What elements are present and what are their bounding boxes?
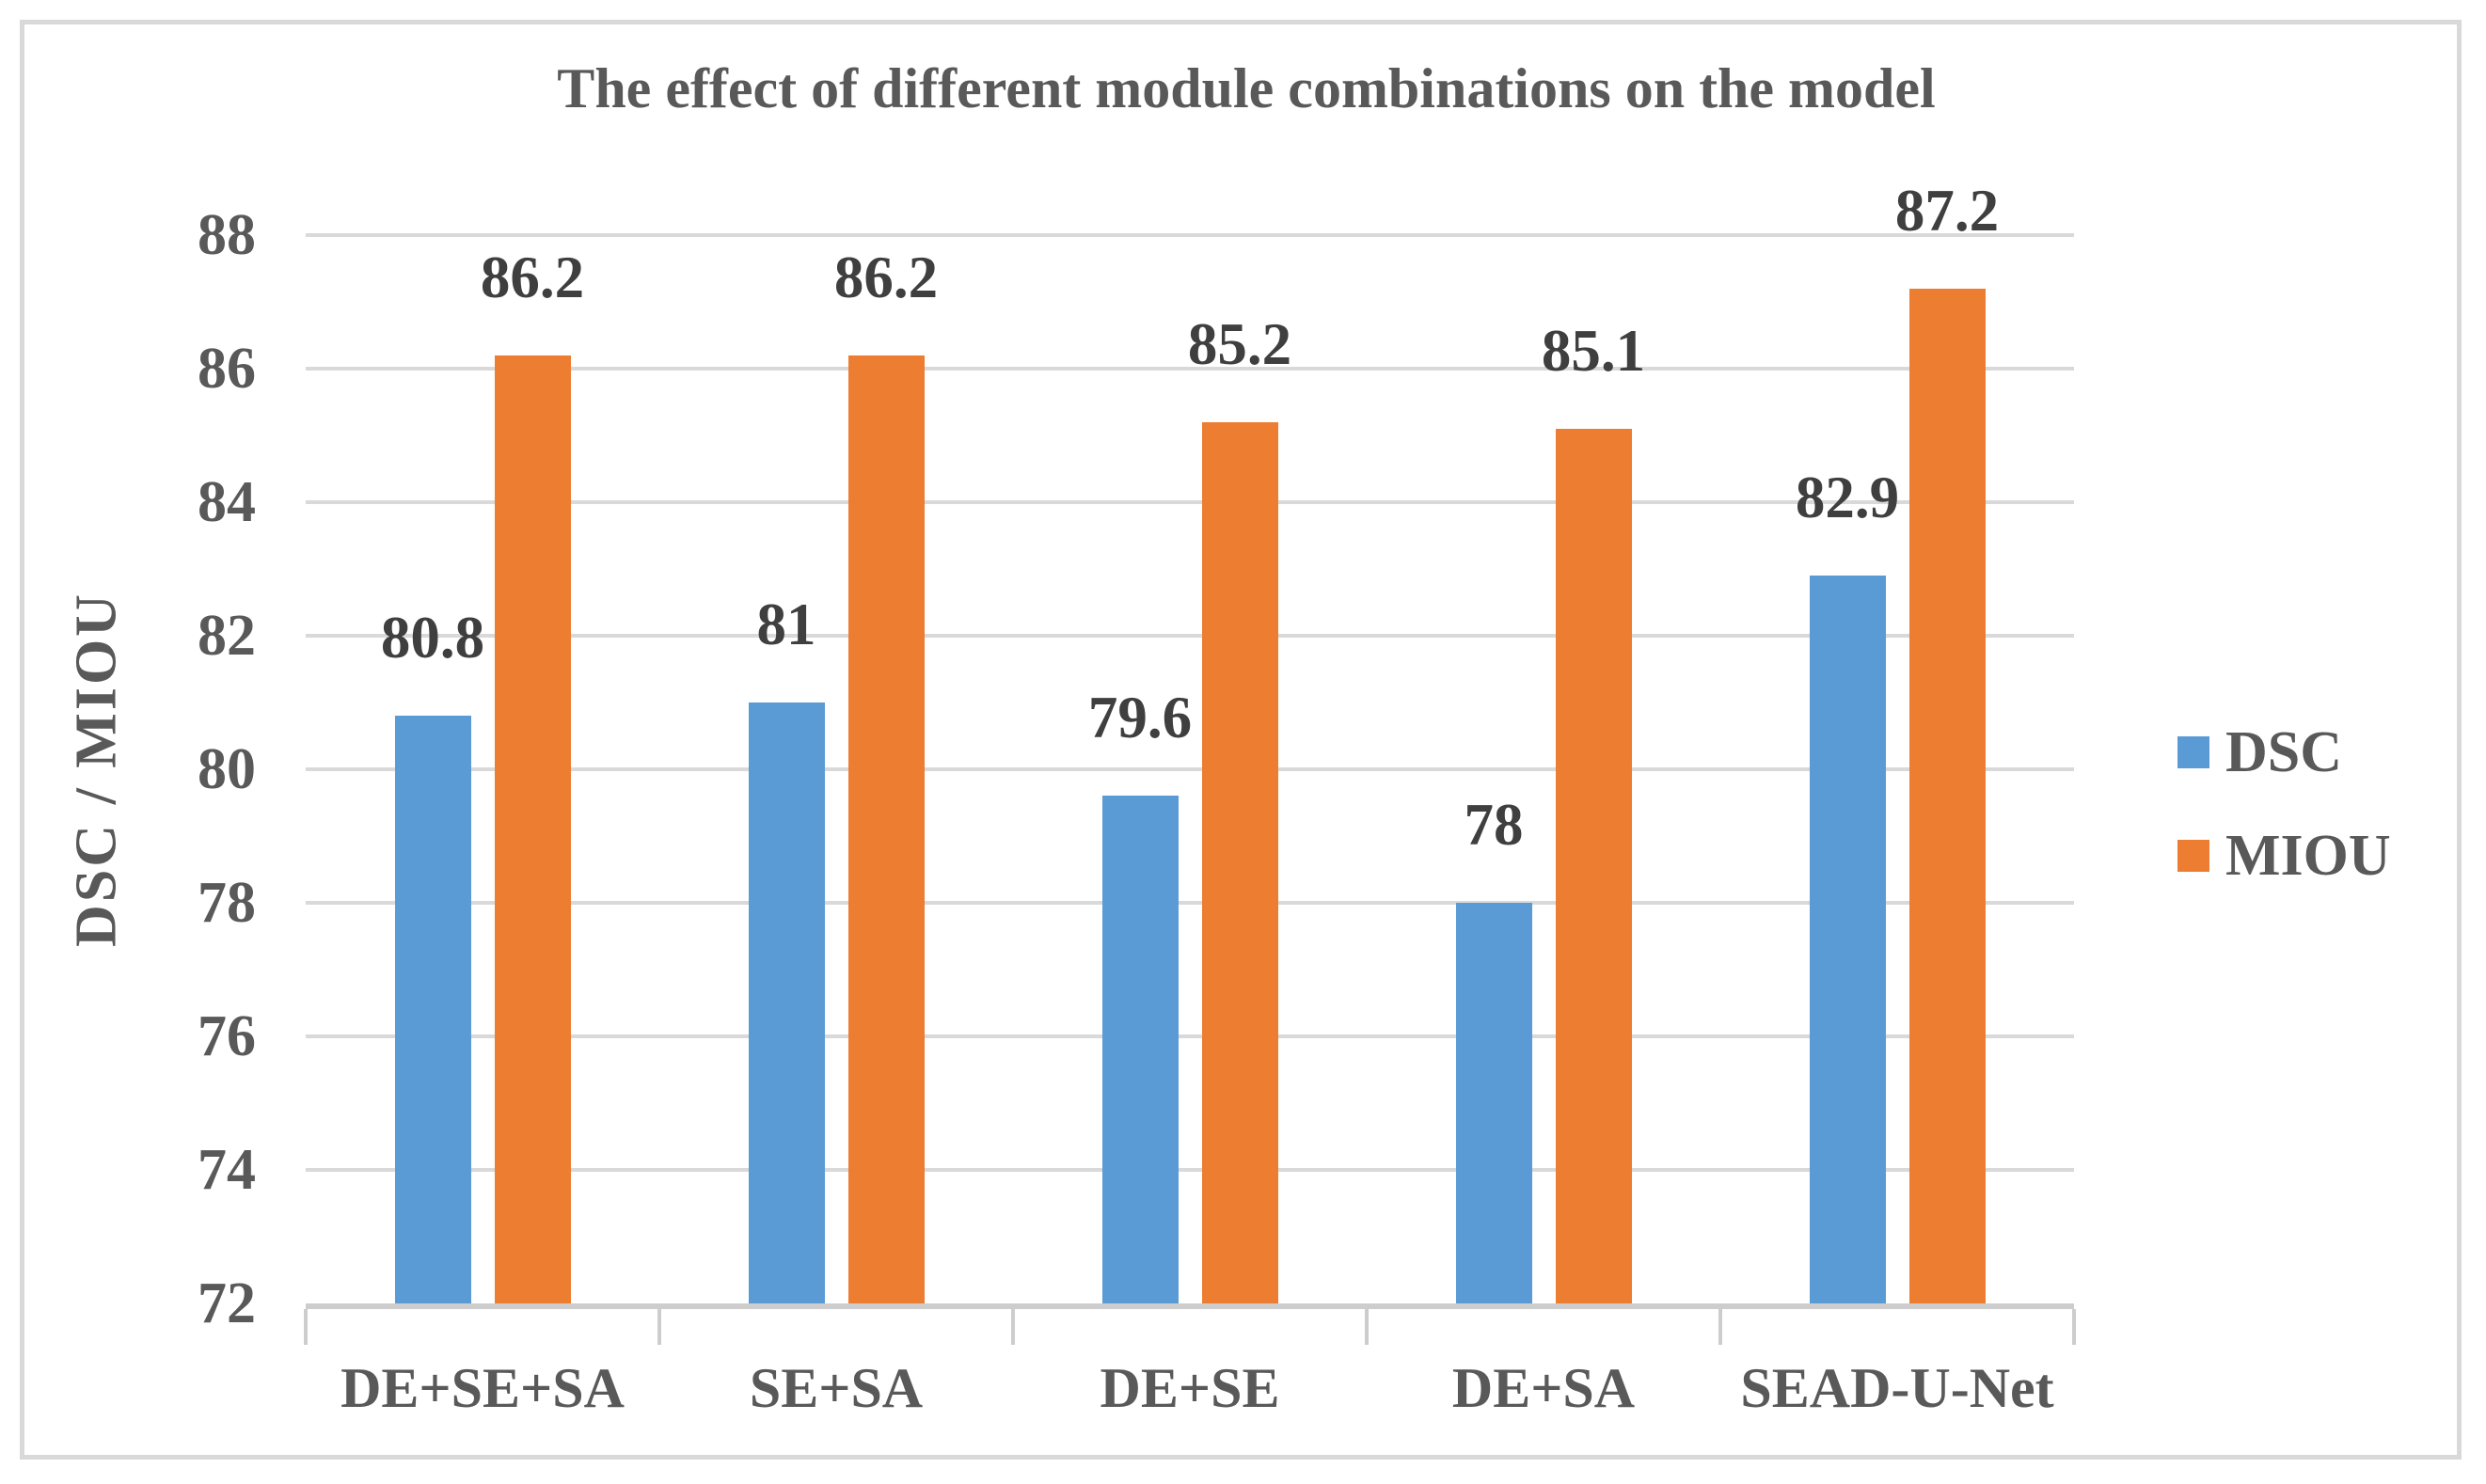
bar-value-label-miou-3: 85.1 (1541, 317, 1646, 384)
bar-value-label-miou-2: 85.2 (1187, 310, 1292, 377)
bar-dsc-2 (1101, 796, 1179, 1303)
y-tick-label-74: 74 (198, 1138, 256, 1202)
plot-area (306, 233, 2074, 1309)
gridline-76 (306, 1034, 2074, 1038)
legend-label-dsc: DSC (2225, 720, 2343, 784)
bar-miou-4 (1908, 288, 1986, 1303)
gridline-84 (306, 500, 2074, 504)
x-category-label-0: DE+SE+SA (340, 1357, 625, 1419)
bar-value-label-dsc-2: 79.6 (1087, 685, 1193, 751)
x-category-label-1: SE+SA (749, 1357, 924, 1419)
x-tick-mark-0 (304, 1309, 308, 1345)
bar-miou-3 (1555, 428, 1632, 1303)
x-tick-mark-5 (2072, 1309, 2076, 1345)
legend-label-miou: MIOU (2225, 824, 2391, 888)
x-tick-mark-2 (1011, 1309, 1015, 1345)
chart-border (20, 20, 2462, 1460)
gridline-74 (306, 1168, 2074, 1172)
x-category-label-3: DE+SA (1451, 1357, 1636, 1419)
y-tick-label-82: 82 (198, 604, 256, 668)
bar-dsc-0 (394, 716, 471, 1303)
bar-miou-0 (494, 355, 571, 1303)
gridline-80 (306, 767, 2074, 771)
y-tick-label-78: 78 (198, 871, 256, 935)
bar-value-label-miou-1: 86.2 (833, 244, 939, 310)
x-category-label-2: DE+SE (1100, 1357, 1280, 1419)
y-tick-label-76: 76 (198, 1004, 256, 1068)
bar-dsc-4 (1809, 576, 1886, 1303)
y-tick-label-72: 72 (198, 1271, 256, 1335)
y-tick-label-88: 88 (198, 203, 256, 267)
gridline-88 (306, 233, 2074, 237)
x-tick-mark-1 (657, 1309, 661, 1345)
bar-value-label-miou-4: 87.2 (1894, 177, 2000, 244)
bar-value-label-miou-0: 86.2 (480, 244, 585, 310)
x-category-label-4: SEAD-U-Net (1740, 1357, 2054, 1419)
bar-dsc-3 (1455, 903, 1532, 1303)
legend-swatch-dsc (2177, 736, 2209, 768)
legend-swatch-miou (2177, 840, 2209, 872)
bar-value-label-dsc-3: 78 (1464, 792, 1524, 858)
bar-miou-1 (847, 355, 925, 1303)
x-tick-mark-4 (1718, 1309, 1722, 1345)
gridline-82 (306, 634, 2074, 638)
y-tick-label-84: 84 (198, 470, 256, 534)
bar-value-label-dsc-1: 81 (756, 592, 816, 657)
bar-value-label-dsc-0: 80.8 (380, 605, 485, 671)
gridline-86 (306, 367, 2074, 371)
bar-value-label-dsc-4: 82.9 (1795, 465, 1900, 531)
y-tick-label-86: 86 (198, 337, 256, 401)
gridline-78 (306, 901, 2074, 905)
x-tick-mark-3 (1365, 1309, 1369, 1345)
chart-title: The effect of different module combinati… (557, 57, 1936, 119)
y-tick-label-80: 80 (198, 737, 256, 801)
bar-miou-2 (1201, 421, 1278, 1303)
bar-dsc-1 (748, 703, 825, 1303)
